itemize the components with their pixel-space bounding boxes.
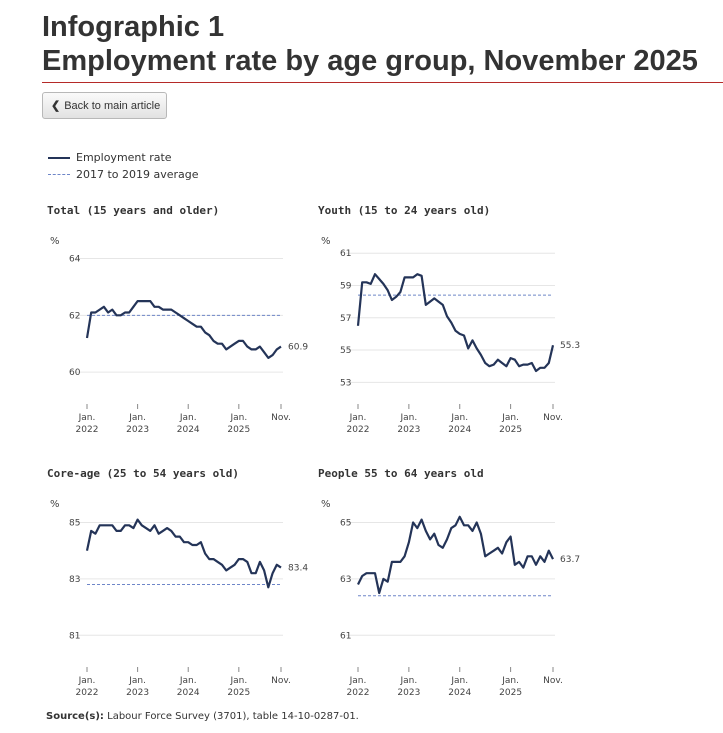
y-tick-label: 59 bbox=[340, 282, 352, 292]
y-tick-label: 63 bbox=[340, 575, 351, 585]
x-tick-label: 2025 bbox=[227, 688, 250, 698]
dotted-line-swatch-icon bbox=[48, 174, 70, 175]
y-tick-label: 61 bbox=[340, 631, 351, 641]
chart-title: Total (15 years and older) bbox=[47, 204, 219, 217]
x-tick-label: 2022 bbox=[76, 688, 99, 698]
x-tick-label: Jan. bbox=[450, 676, 468, 686]
legend: Employment rate 2017 to 2019 average bbox=[48, 149, 199, 183]
x-tick-label: Jan. bbox=[349, 413, 367, 423]
x-tick-label: Jan. bbox=[349, 676, 367, 686]
x-tick-label: 2024 bbox=[177, 688, 200, 698]
y-tick-label: 83 bbox=[69, 575, 80, 585]
legend-item-employment-rate: Employment rate bbox=[48, 149, 199, 166]
chart-title: Core-age (25 to 54 years old) bbox=[47, 467, 239, 480]
back-button-label: Back to main article bbox=[64, 99, 161, 112]
x-tick-label: Nov. bbox=[271, 676, 291, 686]
y-tick-label: 60 bbox=[69, 368, 81, 378]
y-tick-label: 57 bbox=[340, 314, 351, 324]
y-tick-label: 62 bbox=[69, 311, 80, 321]
end-value-label: 55.3 bbox=[560, 341, 580, 351]
y-tick-label: 53 bbox=[340, 378, 351, 388]
x-tick-label: Jan. bbox=[229, 676, 247, 686]
x-tick-label: Jan. bbox=[78, 676, 96, 686]
x-tick-label: 2023 bbox=[397, 688, 420, 698]
page-title-line1: Infographic 1 bbox=[42, 11, 225, 43]
employment-rate-line bbox=[357, 515, 554, 595]
x-tick-label: Jan. bbox=[128, 413, 146, 423]
x-tick-label: Jan. bbox=[450, 413, 468, 423]
solid-line-swatch-icon bbox=[48, 156, 70, 159]
y-axis-unit: % bbox=[321, 236, 331, 247]
x-tick-label: 2025 bbox=[499, 425, 522, 435]
y-tick-label: 65 bbox=[340, 518, 351, 528]
legend-item-average: 2017 to 2019 average bbox=[48, 166, 199, 183]
source-text: Labour Force Survey (3701), table 14-10-… bbox=[107, 711, 359, 722]
x-tick-label: Jan. bbox=[78, 413, 96, 423]
chevron-left-icon: ❮ bbox=[51, 100, 61, 112]
x-tick-label: Nov. bbox=[543, 676, 563, 686]
x-tick-label: 2025 bbox=[499, 688, 522, 698]
end-value-label: 63.7 bbox=[560, 555, 580, 565]
end-value-label: 60.9 bbox=[288, 343, 308, 353]
employment-rate-line bbox=[356, 273, 555, 373]
source-label: Source(s): bbox=[46, 711, 104, 722]
back-to-main-article-button[interactable]: ❮ Back to main article bbox=[42, 92, 167, 119]
y-tick-label: 64 bbox=[69, 255, 81, 265]
x-tick-label: Jan. bbox=[179, 413, 197, 423]
x-tick-label: 2022 bbox=[347, 688, 370, 698]
chart-title: People 55 to 64 years old bbox=[318, 467, 484, 480]
y-tick-label: 55 bbox=[340, 346, 351, 356]
page-title-line2: Employment rate by age group, November 2… bbox=[42, 45, 698, 77]
legend-label-employment-rate: Employment rate bbox=[76, 151, 172, 164]
end-value-label: 83.4 bbox=[288, 564, 308, 574]
legend-label-average: 2017 to 2019 average bbox=[76, 168, 199, 181]
x-tick-label: Jan. bbox=[179, 676, 197, 686]
x-tick-label: Jan. bbox=[128, 676, 146, 686]
x-tick-label: Jan. bbox=[229, 413, 247, 423]
chart-title: Youth (15 to 24 years old) bbox=[318, 204, 490, 217]
employment-rate-line bbox=[85, 300, 282, 359]
y-tick-label: 61 bbox=[340, 249, 351, 259]
x-tick-label: Jan. bbox=[400, 676, 418, 686]
y-axis-unit: % bbox=[50, 499, 60, 510]
x-tick-label: 2024 bbox=[448, 688, 471, 698]
x-tick-label: 2023 bbox=[126, 425, 149, 435]
y-tick-label: 85 bbox=[69, 518, 80, 528]
x-tick-label: 2024 bbox=[448, 425, 471, 435]
x-tick-label: 2022 bbox=[347, 425, 370, 435]
x-tick-label: 2022 bbox=[76, 425, 99, 435]
x-tick-label: Nov. bbox=[543, 413, 563, 423]
x-tick-label: Jan. bbox=[400, 413, 418, 423]
x-tick-label: Jan. bbox=[501, 413, 519, 423]
y-axis-unit: % bbox=[321, 499, 331, 510]
x-tick-label: Nov. bbox=[271, 413, 291, 423]
x-tick-label: 2024 bbox=[177, 425, 200, 435]
employment-rate-line bbox=[85, 518, 282, 589]
title-block: Infographic 1 Employment rate by age gro… bbox=[42, 10, 723, 83]
y-axis-unit: % bbox=[50, 236, 60, 247]
y-tick-label: 81 bbox=[69, 631, 80, 641]
x-tick-label: 2025 bbox=[227, 425, 250, 435]
x-tick-label: 2023 bbox=[126, 688, 149, 698]
charts-area: Total (15 years and older)% 60 62 64 Jan. 202… bbox=[47, 204, 580, 698]
x-tick-label: Jan. bbox=[501, 676, 519, 686]
x-tick-label: 2023 bbox=[397, 425, 420, 435]
source-note: Source(s): Labour Force Survey (3701), t… bbox=[46, 711, 359, 722]
